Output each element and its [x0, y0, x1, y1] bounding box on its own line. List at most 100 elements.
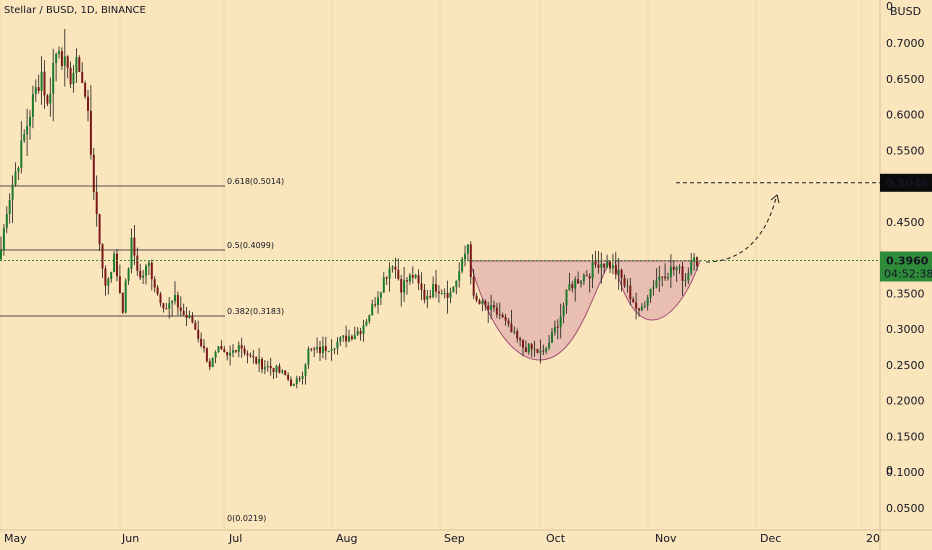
candle-body — [687, 273, 690, 281]
candle-body — [34, 87, 37, 94]
time-tick-label: Jun — [121, 532, 139, 545]
candle-body — [475, 295, 478, 301]
candle-body — [313, 348, 316, 350]
candle-body — [371, 304, 374, 316]
candle-body — [464, 253, 466, 260]
candle-body — [658, 276, 661, 281]
candle-body — [153, 279, 156, 288]
candle-body — [307, 348, 310, 365]
candle-body — [640, 306, 643, 311]
candle-body — [336, 341, 339, 349]
candle-body — [234, 350, 237, 352]
candle-body — [185, 314, 188, 318]
price-axis[interactable]: BUSD00.05000.10000.15000.20000.25000.300… — [880, 0, 932, 515]
candle-body — [397, 269, 400, 280]
candle-body — [81, 71, 84, 84]
candle-body — [327, 350, 330, 352]
candle-body — [52, 63, 55, 94]
candle-body — [110, 271, 113, 279]
candle-body — [562, 305, 565, 317]
candle-body — [353, 335, 356, 340]
candle-body — [104, 268, 107, 286]
candle-body — [455, 280, 458, 288]
candle-body — [414, 275, 417, 278]
candle-body — [649, 288, 652, 298]
candle-body — [342, 335, 345, 338]
time-tick-label: Aug — [336, 532, 357, 545]
candle-body — [127, 268, 130, 281]
candle-body — [638, 308, 640, 311]
candle-body — [304, 364, 307, 377]
candle-body — [89, 110, 92, 155]
candle-body — [78, 57, 81, 72]
candle-body — [539, 350, 542, 353]
candle-body — [588, 276, 591, 279]
candle-body — [246, 353, 249, 356]
candle-body — [597, 264, 600, 268]
candle-body — [252, 356, 255, 358]
candle-body — [255, 357, 258, 364]
candle-body — [113, 253, 116, 272]
candle-body — [174, 295, 176, 302]
candle-body — [443, 293, 446, 295]
candle-body — [449, 292, 452, 298]
candle-body — [620, 270, 623, 278]
candle-body — [345, 335, 348, 342]
candle-body — [411, 275, 414, 278]
candle-body — [446, 293, 449, 298]
candle-body — [429, 296, 432, 298]
symbol-title[interactable]: Stellar / BUSD, 1D, BINANCE — [4, 5, 146, 16]
candle-body — [249, 355, 252, 357]
candle-body — [374, 304, 377, 306]
candle-body — [432, 284, 435, 297]
candle-body — [49, 93, 52, 104]
candle-body — [60, 51, 63, 66]
candle-body — [145, 265, 147, 276]
candle-body — [696, 257, 698, 266]
candle-body — [261, 359, 263, 370]
candle-body — [406, 280, 408, 282]
candle-body — [258, 359, 261, 364]
candle-body — [484, 301, 487, 306]
fib-level-label: 0.382(0.3183) — [227, 307, 284, 316]
candle-body — [11, 184, 14, 201]
price-tick-label: 0.3000 — [886, 323, 925, 336]
candle-body — [159, 294, 162, 304]
candle-body — [452, 287, 455, 293]
candle-body — [426, 296, 429, 300]
candle-body — [527, 344, 530, 353]
time-axis[interactable]: May Jun Jul Aug Sep Oct Nov Dec 20 — [4, 532, 880, 545]
candle-body — [26, 125, 29, 135]
time-tick-label: Sep — [444, 532, 465, 545]
candle-body — [594, 262, 597, 265]
candle-body — [379, 292, 382, 298]
candle-body — [359, 331, 362, 334]
candle-body — [66, 56, 69, 68]
fib-level-label: 0(0.0219) — [227, 514, 266, 523]
candle-body — [31, 93, 34, 117]
candle-body — [568, 284, 571, 290]
candle-body — [606, 261, 609, 268]
candle-body — [301, 376, 304, 379]
candle-body — [176, 295, 179, 308]
candle-body — [504, 317, 507, 321]
candle-body — [324, 345, 327, 352]
candle-body — [693, 257, 696, 262]
time-tick-label: 20 — [866, 532, 880, 545]
candle-body — [118, 276, 121, 293]
candle-body — [667, 277, 669, 279]
candle-body — [200, 338, 203, 347]
candle-body — [116, 253, 118, 277]
candle-body — [469, 244, 472, 278]
candle-body — [133, 237, 136, 256]
currency-label: BUSD — [890, 5, 921, 18]
candle-body — [472, 277, 475, 296]
price-tick-label: 0.2500 — [886, 359, 925, 372]
candle-body — [646, 297, 649, 306]
candle-body — [298, 378, 301, 380]
candle-body — [20, 140, 23, 168]
candle-body — [182, 310, 185, 315]
